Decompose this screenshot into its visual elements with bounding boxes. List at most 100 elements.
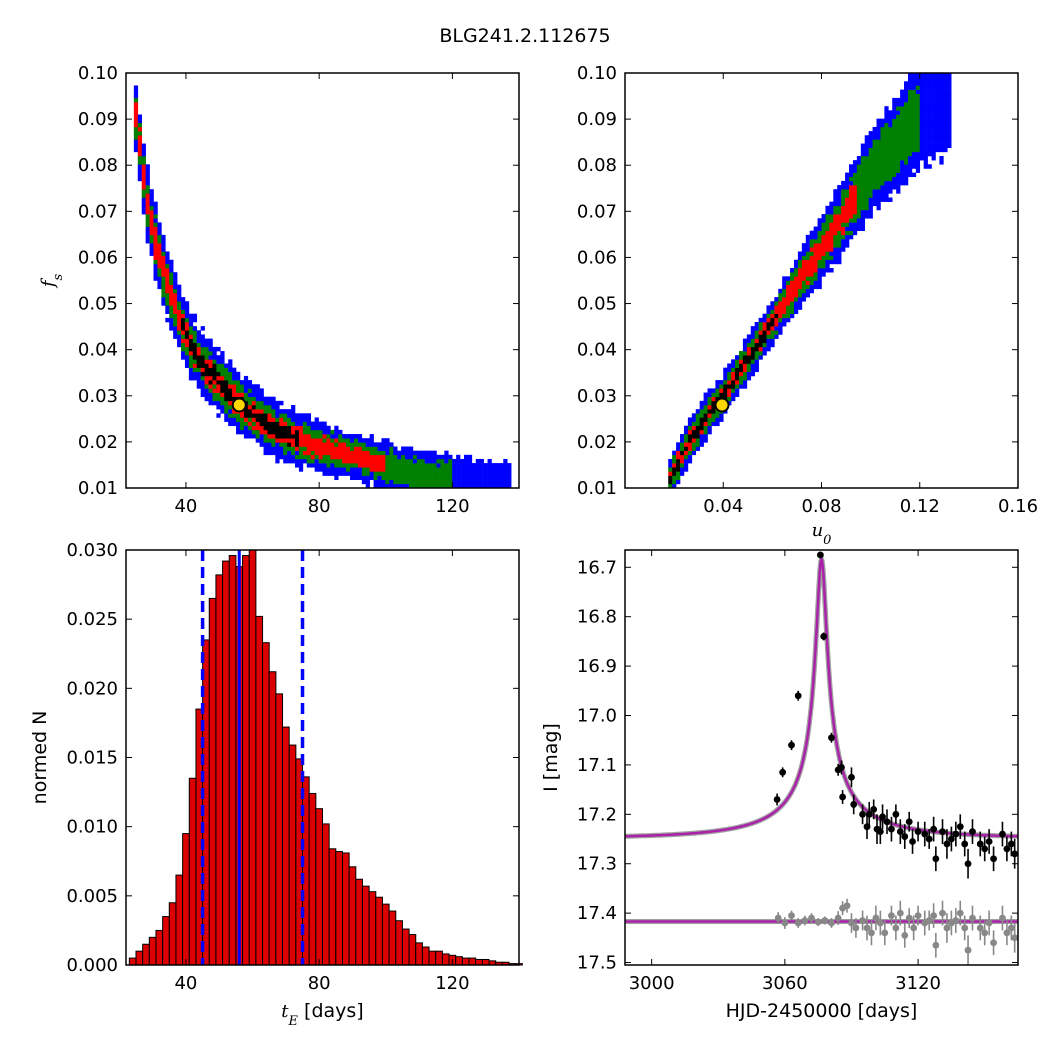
histogram-bar [282, 726, 290, 966]
density-cell [900, 176, 905, 182]
density-cell [361, 446, 367, 451]
density-cell [829, 247, 834, 252]
density-cell [232, 409, 237, 414]
residual-point [925, 917, 933, 924]
density-cell [793, 292, 799, 298]
density-cell [294, 446, 300, 451]
density-cell [157, 280, 162, 285]
density-cell [153, 251, 158, 256]
density-cell [149, 243, 154, 248]
density-cell [440, 475, 445, 480]
density-cell [271, 429, 276, 435]
density-cell [432, 450, 437, 456]
density-cell [385, 463, 390, 468]
density-cell [904, 126, 909, 132]
density-cell [754, 346, 759, 352]
density-cell [188, 346, 194, 352]
density-cell [263, 396, 268, 402]
density-cell [668, 458, 673, 464]
density-cell [165, 317, 170, 323]
density-cell [499, 467, 504, 472]
density-cell [939, 106, 944, 111]
density-cell [145, 180, 150, 186]
density-cell [283, 442, 288, 447]
density-cell [271, 413, 276, 418]
density-cell [919, 73, 924, 78]
density-cell [204, 338, 209, 344]
density-cell [719, 388, 724, 393]
density-cell [904, 135, 909, 140]
density-cell [283, 413, 288, 418]
density-cell [318, 442, 323, 447]
density-cell [790, 288, 795, 294]
density-cell [852, 230, 858, 236]
density-cell [695, 425, 700, 431]
density-cell [900, 135, 905, 140]
density-cell [896, 135, 901, 140]
density-cell [876, 135, 881, 140]
density-cell [330, 434, 335, 439]
density-cell [153, 247, 158, 252]
density-cell [137, 147, 143, 153]
density-cell [373, 454, 378, 460]
density-cell [711, 405, 716, 410]
density-cell [208, 384, 213, 389]
density-cell [860, 205, 866, 211]
density-cell [243, 434, 249, 439]
density-cell [452, 483, 457, 489]
density-cell [907, 164, 913, 169]
density-cell [298, 463, 304, 468]
density-cell [738, 380, 744, 385]
density-cell [915, 73, 921, 78]
density-cell [833, 193, 838, 198]
density-cell [424, 471, 429, 476]
density-cell [224, 417, 229, 422]
density-cell [813, 247, 818, 252]
density-cell [817, 243, 822, 248]
density-cell [919, 156, 924, 161]
data-point [828, 734, 835, 742]
density-cell [373, 475, 378, 480]
y-tick-label: 0.09 [78, 109, 118, 130]
density-cell [915, 164, 921, 169]
density-cell [715, 384, 720, 389]
density-cell [825, 234, 830, 240]
density-cell [727, 380, 732, 385]
density-cell [738, 375, 744, 381]
density-cell [935, 135, 940, 140]
density-cell [754, 367, 759, 373]
density-cell [294, 442, 300, 447]
density-cell [338, 429, 343, 435]
density-cell [735, 384, 740, 389]
density-cell [228, 409, 233, 414]
density-cell [275, 446, 280, 451]
residual-point [794, 919, 802, 927]
histogram-bar [368, 891, 377, 966]
density-cell [302, 454, 308, 460]
density-cell [212, 392, 217, 397]
density-cell [393, 475, 398, 480]
density-cell [774, 297, 779, 302]
density-cell [900, 106, 905, 111]
density-cell [487, 475, 492, 480]
density-cell [275, 454, 280, 460]
density-cell [707, 413, 712, 418]
density-cell [801, 276, 807, 281]
density-cell [251, 434, 256, 439]
density-cell [460, 458, 465, 464]
density-cell [424, 479, 429, 485]
density-cell [188, 371, 194, 377]
y-tick-label: 0.01 [78, 478, 118, 499]
density-cell [153, 263, 158, 269]
density-cell [165, 255, 170, 261]
density-cell [896, 122, 901, 128]
density-cell [188, 355, 194, 360]
density-cell [216, 367, 221, 373]
density-cell [463, 479, 469, 485]
density-cell [813, 230, 818, 236]
density-cell [291, 442, 296, 447]
density-cell [711, 396, 716, 402]
density-cell [267, 450, 272, 456]
density-cell [852, 160, 858, 165]
density-cell [841, 247, 846, 252]
